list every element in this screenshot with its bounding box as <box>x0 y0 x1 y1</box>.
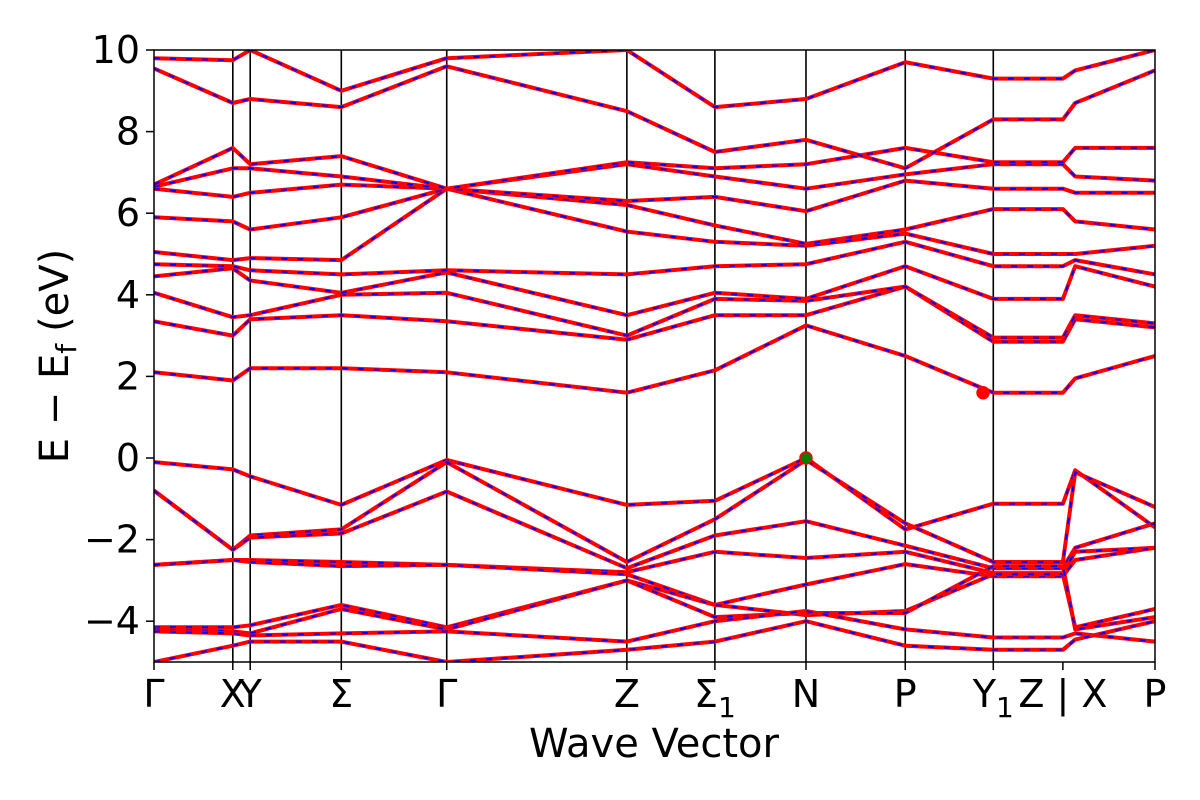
band-line-overlay <box>154 565 1155 635</box>
x-tick-label-main: Σ <box>694 672 718 716</box>
y-tick-label: 0 <box>116 436 140 480</box>
x-tick-label: Z <box>614 672 640 716</box>
x-tick-label: P <box>894 672 917 716</box>
band-line-overlay <box>154 324 1155 394</box>
x-tick-label-main: Γ <box>143 672 164 716</box>
x-tick-label: Y <box>238 672 263 716</box>
x-tick-label-main: Z <box>614 672 640 716</box>
y-tick-label: 4 <box>116 273 140 317</box>
band-line-overlay <box>154 459 1155 563</box>
x-tick-label: P <box>1144 672 1167 716</box>
x-tick-label: Σ <box>329 672 353 716</box>
y-axis-ticks: −4 −2 0 2 4 6 8 10 <box>84 28 154 643</box>
x-tick-label: Γ <box>143 672 164 716</box>
band-line-overlay <box>154 187 1155 245</box>
x-tick-label: Γ <box>436 672 457 716</box>
band-line-overlay <box>154 50 1155 109</box>
y-axis-label-unit: (eV) <box>32 249 78 332</box>
band-line-overlay <box>154 546 1155 606</box>
x-tick-label: Z | X <box>1018 672 1107 717</box>
y-tick-label: −2 <box>84 518 140 562</box>
x-tick-label-main: Σ <box>329 672 353 716</box>
band-line-overlay <box>154 179 1155 213</box>
band-line-overlay <box>154 620 1155 662</box>
x-tick-label-subscript: 1 <box>718 691 736 724</box>
x-tick-label: X <box>220 672 246 716</box>
band-line-overlay <box>154 265 1155 317</box>
y-axis-label-main: E − E <box>32 354 78 464</box>
x-tick-label-main: N <box>792 672 820 716</box>
x-tick-label: N <box>792 672 820 716</box>
band-line-reference <box>154 456 1155 532</box>
y-tick-label: 2 <box>116 354 140 398</box>
x-tick-label-subscript: 1 <box>996 691 1014 724</box>
x-tick-label: Σ1 <box>694 672 736 724</box>
y-axis-label: E − Ef (eV) <box>32 249 83 464</box>
band-line-reference <box>154 284 1155 344</box>
band-line-reference <box>154 323 1155 395</box>
band-line-overlay <box>154 146 1155 190</box>
y-tick-label: 10 <box>92 28 140 72</box>
band-edge-markers <box>799 385 990 465</box>
band-line-overlay <box>154 610 1155 643</box>
band-edge-marker <box>799 451 813 465</box>
band-edge-marker <box>976 385 990 400</box>
band-line-overlay <box>154 285 1155 339</box>
x-tick-label-main: Γ <box>436 672 457 716</box>
y-tick-label: −4 <box>84 599 140 643</box>
x-tick-label-main: Y <box>972 672 997 716</box>
band-line-reference <box>154 458 1155 564</box>
band-line-overlay <box>154 65 1155 170</box>
x-tick-label: Y1 <box>972 672 1014 724</box>
x-tick-label-main: X <box>220 672 246 716</box>
x-tick-label-main: P <box>894 672 917 716</box>
band-line-reference <box>154 50 1155 110</box>
x-axis-label: Wave Vector <box>529 721 780 767</box>
y-tick-label: 6 <box>116 191 140 235</box>
y-tick-label: 8 <box>116 110 140 154</box>
band-line-reference <box>154 609 1155 644</box>
band-line-overlay <box>154 187 1155 262</box>
y-axis-label-subscript: f <box>50 343 83 354</box>
band-line-overlay <box>154 457 1155 531</box>
x-tick-label-main: Y <box>238 672 263 716</box>
band-lines <box>154 50 1155 662</box>
band-line-reference <box>154 64 1155 171</box>
band-line-reference <box>154 162 1155 191</box>
band-line-reference <box>154 619 1155 662</box>
x-tick-label-main: P <box>1144 672 1167 716</box>
band-line-overlay <box>154 240 1155 276</box>
plot-frame <box>153 49 1156 663</box>
band-line-reference <box>154 178 1155 214</box>
x-tick-label-main: Z | X <box>1018 672 1107 717</box>
